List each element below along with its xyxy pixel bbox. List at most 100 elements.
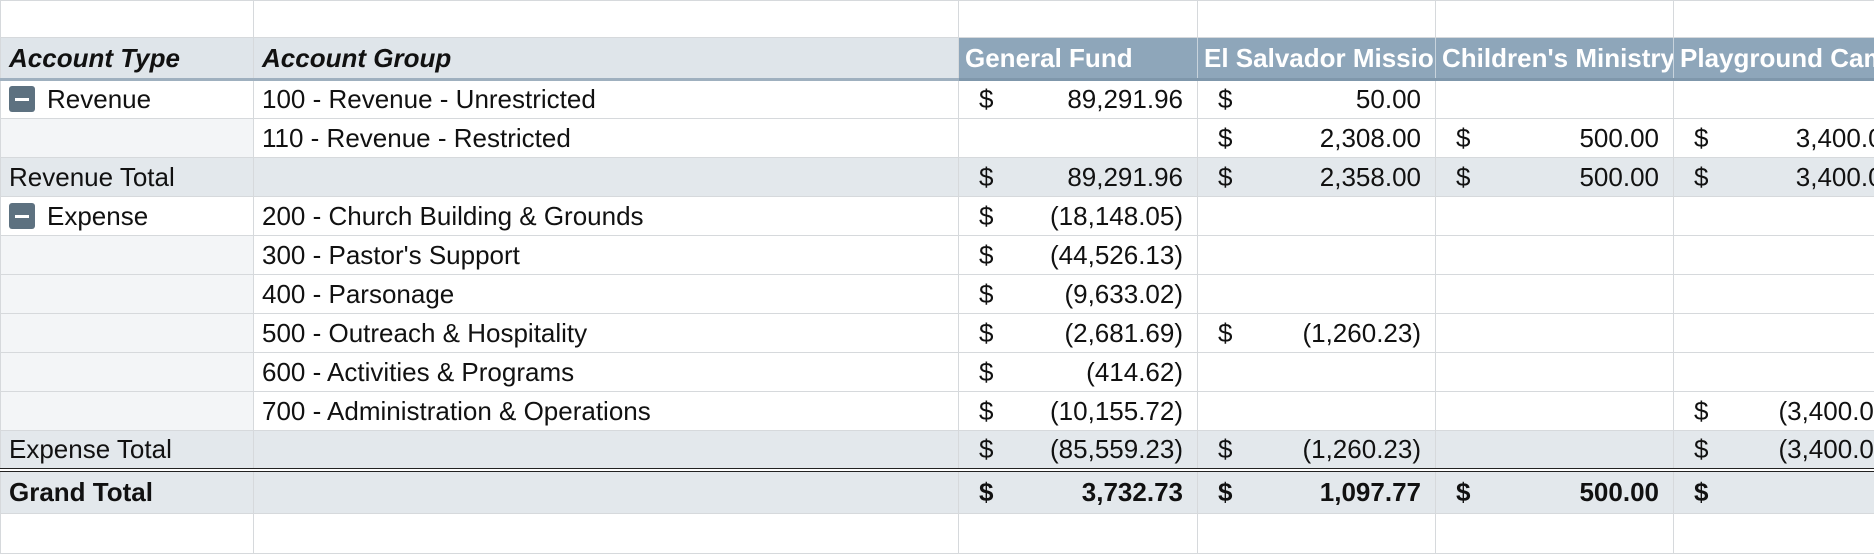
label-cell — [0, 274, 254, 314]
currency: $ — [1218, 317, 1233, 348]
collapse-button[interactable] — [9, 86, 35, 113]
data-row: Revenue Total $89,291.96 $2,358.00 $500.00 $… — [0, 157, 1874, 197]
amount-cell: $- — [1673, 467, 1874, 514]
amount: 3,400.00 — [1795, 122, 1874, 153]
currency: $ — [1456, 161, 1471, 192]
money: $ (2,681.69) — [967, 318, 1189, 349]
currency: $ — [1456, 476, 1471, 507]
currency: $ — [979, 317, 994, 348]
label-cell — [0, 235, 254, 275]
data-row: 600 - Activities & Programs $ (414.62) — [0, 352, 1874, 392]
money: $500.00 — [1444, 477, 1665, 508]
amount-cell: $500.00 — [1435, 467, 1674, 514]
amount: 500.00 — [1579, 476, 1659, 507]
money: $ (414.62) — [967, 357, 1189, 388]
amount-cell — [1197, 274, 1436, 314]
currency: $ — [979, 161, 994, 192]
amount-cell: $ (414.62) — [958, 352, 1198, 392]
label-cell: Grand Total — [0, 467, 254, 514]
cell — [0, 513, 254, 554]
amount-cell — [1197, 235, 1436, 275]
amount-cell: $2,358.00 — [1197, 157, 1436, 197]
label-cell — [253, 430, 959, 470]
amount: (85,559.23) — [1050, 433, 1183, 464]
cell — [1673, 0, 1874, 38]
header-cell: Playground Camp — [1673, 37, 1874, 81]
data-row: 500 - Outreach & Hospitality $ (2,681.69) $… — [0, 313, 1874, 353]
label-cell — [0, 352, 254, 392]
amount-cell: $ (18,148.05) — [958, 196, 1198, 236]
cell — [1197, 513, 1436, 554]
label-cell — [253, 467, 959, 514]
amount-cell — [1435, 313, 1674, 353]
money: $3,732.73 — [967, 477, 1189, 508]
amount-cell — [1435, 352, 1674, 392]
money: $500.00 — [1444, 162, 1665, 193]
amount-cell: $ (1,260.23) — [1197, 313, 1436, 353]
currency: $ — [1218, 84, 1233, 114]
currency: $ — [1694, 476, 1709, 507]
currency: $ — [979, 84, 994, 114]
label-cell: Revenue — [0, 79, 254, 119]
amount-cell — [1435, 79, 1674, 119]
amount-cell: $500.00 — [1435, 157, 1674, 197]
currency: $ — [1694, 122, 1709, 153]
amount-cell: $2,308.00 — [1197, 118, 1436, 158]
amount-cell — [1435, 274, 1674, 314]
money: $3,400.00 — [1682, 123, 1874, 154]
amount: (1,260.23) — [1302, 317, 1421, 348]
money: $2,308.00 — [1206, 123, 1427, 154]
label: 100 - Revenue - Unrestricted — [262, 84, 596, 114]
currency: $ — [1218, 476, 1233, 507]
amount-cell — [1673, 352, 1874, 392]
label-cell: 300 - Pastor's Support — [253, 235, 959, 275]
header-cell: Account Type — [0, 37, 254, 81]
cell — [253, 513, 959, 554]
cell — [1673, 513, 1874, 554]
amount-cell: $ (44,526.13) — [958, 235, 1198, 275]
amount-cell: $ (9,633.02) — [958, 274, 1198, 314]
currency: $ — [979, 395, 994, 426]
currency: $ — [979, 278, 994, 309]
money: $ (44,526.13) — [967, 240, 1189, 271]
amount: 89,291.96 — [1067, 161, 1183, 192]
amount: 50.00 — [1355, 84, 1421, 114]
cell — [0, 0, 254, 38]
money: $ (1,260.23) — [1206, 434, 1427, 465]
amount-cell: $500.00 — [1435, 118, 1674, 158]
collapse-button[interactable] — [9, 202, 35, 229]
money: $ (85,559.23) — [967, 434, 1189, 465]
header-cell: El Salvador Mission — [1197, 37, 1436, 81]
amount: (3,400.00) — [1778, 395, 1874, 426]
amount-cell: $1,097.77 — [1197, 467, 1436, 514]
amount-cell: $89,291.96 — [958, 79, 1198, 119]
amount-cell — [958, 118, 1198, 158]
data-row: Expense Total $ (85,559.23) $ (1,260.23) $ (3,… — [0, 430, 1874, 470]
money: $89,291.96 — [967, 162, 1189, 193]
label-cell: 600 - Activities & Programs — [253, 352, 959, 392]
amount: (44,526.13) — [1050, 239, 1183, 270]
currency: $ — [1694, 395, 1709, 426]
label: Revenue Total — [9, 161, 175, 192]
currency: $ — [1694, 161, 1709, 192]
money: $500.00 — [1444, 123, 1665, 154]
label: 200 - Church Building & Grounds — [262, 200, 644, 231]
amount-cell — [1673, 79, 1874, 119]
label: 110 - Revenue - Restricted — [262, 122, 571, 153]
label-cell: 200 - Church Building & Grounds — [253, 196, 959, 236]
amount-cell — [1673, 313, 1874, 353]
amount-cell: $50.00 — [1197, 79, 1436, 119]
amount-cell — [1673, 196, 1874, 236]
label-cell: 400 - Parsonage — [253, 274, 959, 314]
amount-cell: $3,732.73 — [958, 467, 1198, 514]
cell — [958, 0, 1198, 38]
currency: $ — [1218, 433, 1233, 464]
currency: $ — [979, 239, 994, 270]
label-cell: 500 - Outreach & Hospitality — [253, 313, 959, 353]
cell — [1435, 513, 1674, 554]
cell — [958, 513, 1198, 554]
label: 300 - Pastor's Support — [262, 239, 520, 270]
header-cell: Account Group — [253, 37, 959, 81]
money: $3,400.00 — [1682, 162, 1874, 193]
header-cell: Children's Ministry — [1435, 37, 1674, 81]
